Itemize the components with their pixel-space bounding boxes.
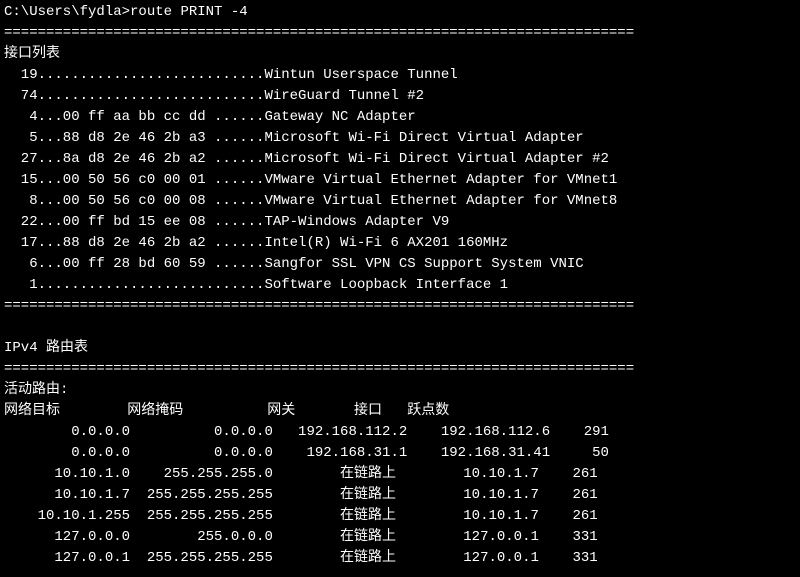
route-row: 0.0.0.0 0.0.0.0 192.168.112.2 192.168.11… — [4, 422, 796, 443]
route-row: 127.0.0.0 255.0.0.0 在链路上 127.0.0.1 331 — [4, 527, 796, 548]
command-prompt-line: C:\Users\fydla>route PRINT -4 — [4, 2, 796, 23]
interface-row: 8...00 50 56 c0 00 08 ......VMware Virtu… — [4, 191, 796, 212]
interface-row: 27...8a d8 2e 46 2b a2 ......Microsoft W… — [4, 149, 796, 170]
route-row: 10.10.1.0 255.255.255.0 在链路上 10.10.1.7 2… — [4, 464, 796, 485]
divider-route-top: ========================================… — [4, 359, 796, 380]
interface-row: 22...00 ff bd 15 ee 08 ......TAP-Windows… — [4, 212, 796, 233]
interface-row: 5...88 d8 2e 46 2b a3 ......Microsoft Wi… — [4, 128, 796, 149]
interface-row: 19...........................Wintun User… — [4, 65, 796, 86]
interface-row: 15...00 50 56 c0 00 01 ......VMware Virt… — [4, 170, 796, 191]
route-row: 10.10.1.7 255.255.255.255 在链路上 10.10.1.7… — [4, 485, 796, 506]
route-row: 0.0.0.0 0.0.0.0 192.168.31.1 192.168.31.… — [4, 443, 796, 464]
interface-list: 19...........................Wintun User… — [4, 65, 796, 296]
prompt-path: C:\Users\fydla> — [4, 4, 130, 20]
prompt-command: route PRINT -4 — [130, 4, 248, 20]
interface-row: 74...........................WireGuard T… — [4, 86, 796, 107]
interface-row: 17...88 d8 2e 46 2b a2 ......Intel(R) Wi… — [4, 233, 796, 254]
route-row: 127.0.0.1 255.255.255.255 在链路上 127.0.0.1… — [4, 548, 796, 569]
divider-top: ========================================… — [4, 23, 796, 44]
interface-row: 6...00 ff 28 bd 60 59 ......Sangfor SSL … — [4, 254, 796, 275]
route-table-title: IPv4 路由表 — [4, 338, 796, 359]
interface-row: 1...........................Software Loo… — [4, 275, 796, 296]
route-row: 10.10.1.255 255.255.255.255 在链路上 10.10.1… — [4, 506, 796, 527]
interface-row: 4...00 ff aa bb cc dd ......Gateway NC A… — [4, 107, 796, 128]
active-routes-label: 活动路由: — [4, 380, 796, 401]
route-header-row: 网络目标 网络掩码 网关 接口 跃点数 — [4, 401, 796, 422]
route-rows: 0.0.0.0 0.0.0.0 192.168.112.2 192.168.11… — [4, 422, 796, 569]
interface-list-title: 接口列表 — [4, 44, 796, 65]
divider-after-ifaces: ========================================… — [4, 296, 796, 317]
